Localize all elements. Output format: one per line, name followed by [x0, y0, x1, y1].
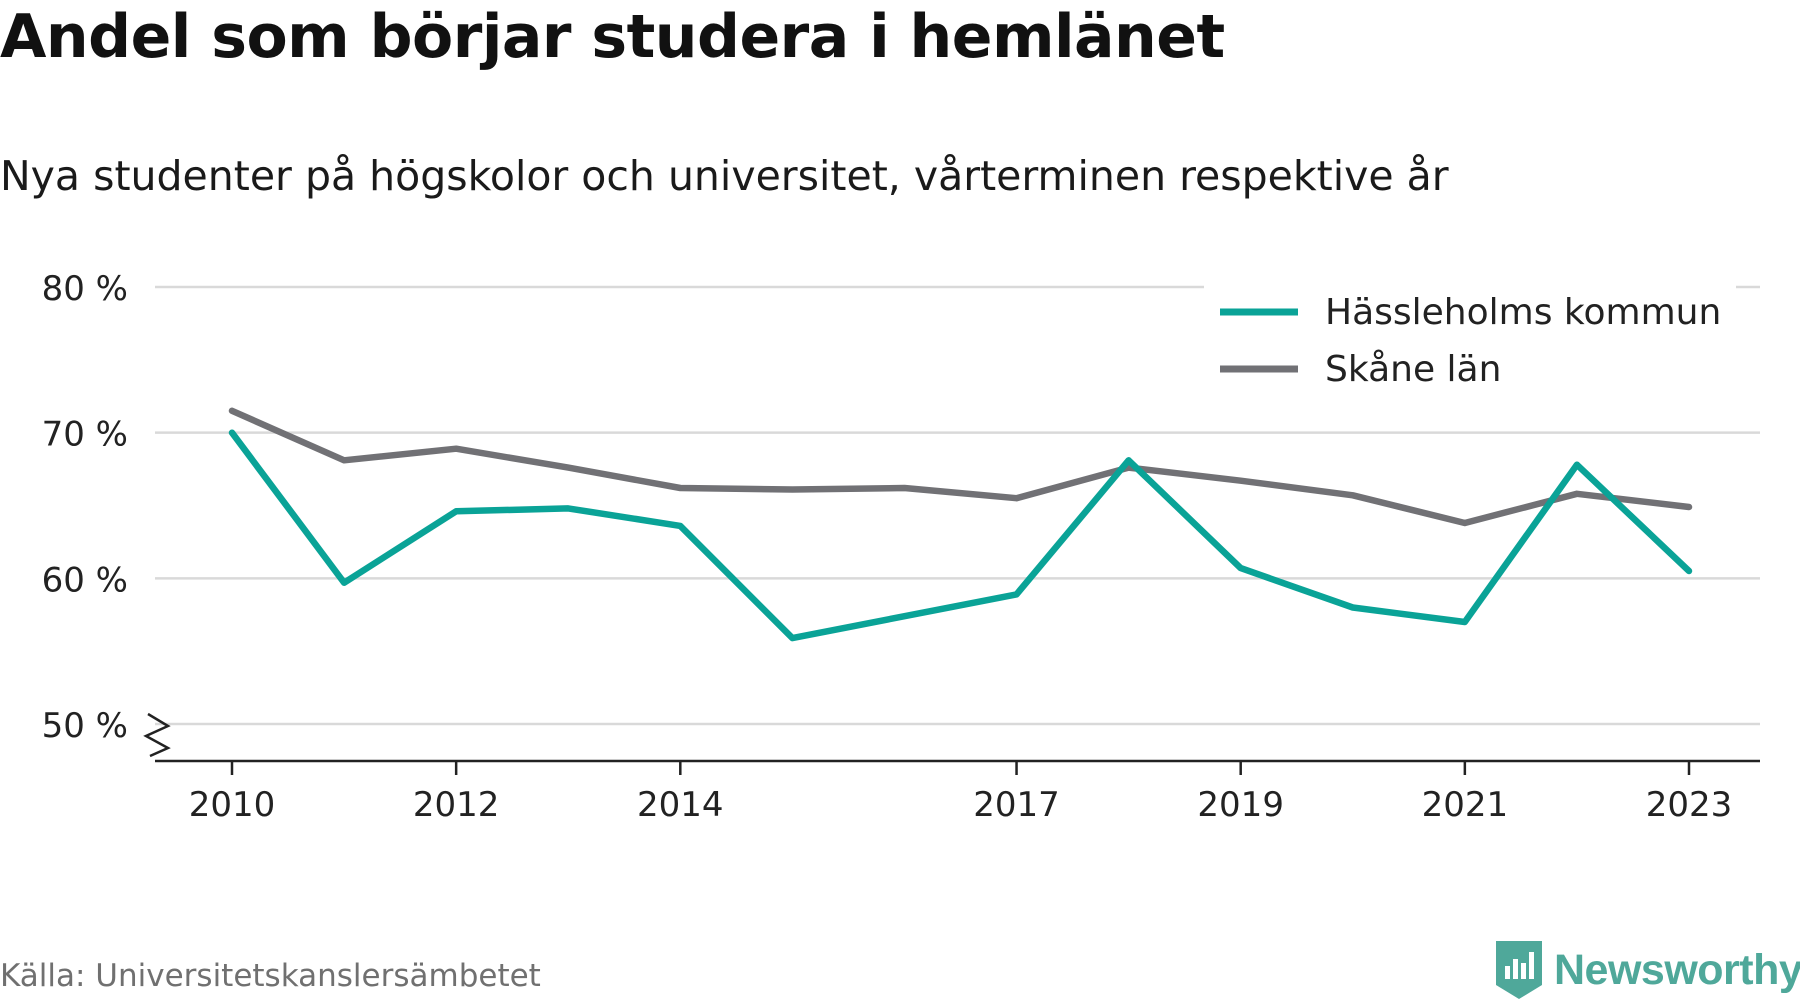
axis-break-icon — [143, 712, 171, 758]
legend-label: Hässleholms kommun — [1325, 292, 1721, 333]
x-tick-label: 2019 — [1197, 785, 1284, 825]
newsworthy-logo-icon — [1496, 941, 1542, 999]
x-tick-label: 2014 — [637, 785, 724, 825]
x-tick-label: 2012 — [413, 785, 500, 825]
series-line-hässleholms-kommun — [228, 429, 1693, 642]
x-axis — [155, 759, 1760, 775]
y-tick-label: 70 % — [42, 415, 128, 455]
legend-label: Skåne län — [1325, 349, 1501, 390]
source-note: Källa: Universitetskanslersämbetet — [0, 958, 541, 994]
chart-subtitle: Nya studenter på högskolor och universit… — [0, 152, 1449, 200]
line-chart: 50 % 60 % 70 % 80 % 2010 2012 2014 2017 2019 202… — [42, 269, 1760, 825]
legend-background — [1204, 284, 1736, 402]
x-tick-label: 2023 — [1646, 785, 1733, 825]
series-lines — [228, 407, 1693, 642]
series-line-skåne-län — [228, 407, 1693, 527]
x-tick-label: 2021 — [1422, 785, 1509, 825]
y-axis-labels: 50 % 60 % 70 % 80 % — [42, 269, 128, 746]
brand-name: Newsworthy — [1554, 945, 1800, 994]
x-tick-label: 2010 — [189, 785, 276, 825]
brand-logo: Newsworthy — [1494, 938, 1800, 1002]
x-tick-label: 2017 — [973, 785, 1060, 825]
legend: Hässleholms kommun Skåne län — [1204, 284, 1736, 402]
y-tick-label: 50 % — [42, 706, 128, 746]
x-axis-labels: 2010 2012 2014 2017 2019 2021 2023 — [189, 785, 1733, 825]
y-tick-label: 80 % — [42, 269, 128, 309]
y-tick-label: 60 % — [42, 560, 128, 600]
chart-title: Andel som börjar studera i hemlänet — [0, 2, 1225, 72]
